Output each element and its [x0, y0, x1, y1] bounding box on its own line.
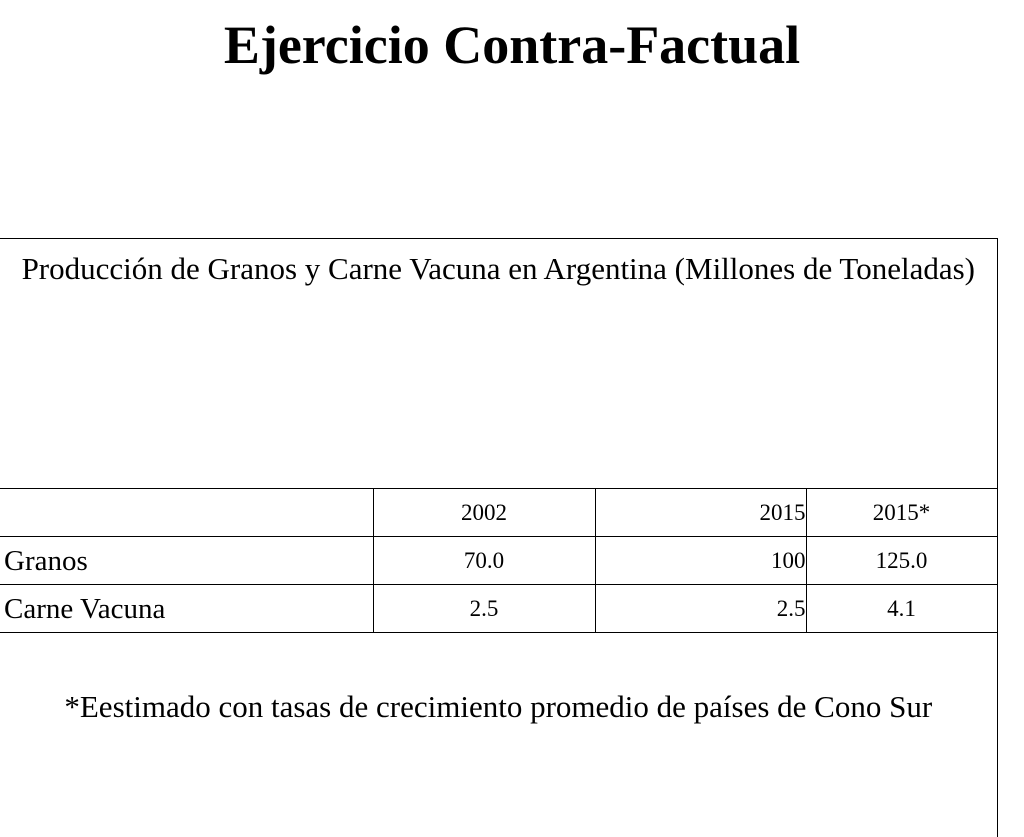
cell-granos-2002: 70.0: [373, 537, 595, 585]
cell-granos-2015-estimated: 125.0: [806, 537, 997, 585]
cell-carne-2015: 2.5: [595, 585, 806, 633]
table-caption: Producción de Granos y Carne Vacuna en A…: [0, 239, 997, 489]
table-header-row: 2002 2015 2015*: [0, 489, 997, 537]
table-row-granos: Granos 70.0 100 125.0: [0, 537, 997, 585]
table-row-carne-vacuna: Carne Vacuna 2.5 2.5 4.1: [0, 585, 997, 633]
table-footnote: *Eestimado con tasas de crecimiento prom…: [0, 633, 997, 837]
table-footnote-row: *Eestimado con tasas de crecimiento prom…: [0, 633, 997, 837]
cell-carne-2002: 2.5: [373, 585, 595, 633]
row-label-carne-vacuna: Carne Vacuna: [0, 585, 373, 633]
header-2002: 2002: [373, 489, 595, 537]
header-2015-estimated: 2015*: [806, 489, 997, 537]
cell-carne-2015-estimated: 4.1: [806, 585, 997, 633]
production-table: Producción de Granos y Carne Vacuna en A…: [0, 238, 998, 837]
row-label-granos: Granos: [0, 537, 373, 585]
header-label-cell: [0, 489, 373, 537]
header-2015: 2015: [595, 489, 806, 537]
cell-granos-2015: 100: [595, 537, 806, 585]
slide-title: Ejercicio Contra-Factual: [0, 14, 1024, 76]
table-caption-row: Producción de Granos y Carne Vacuna en A…: [0, 239, 997, 489]
